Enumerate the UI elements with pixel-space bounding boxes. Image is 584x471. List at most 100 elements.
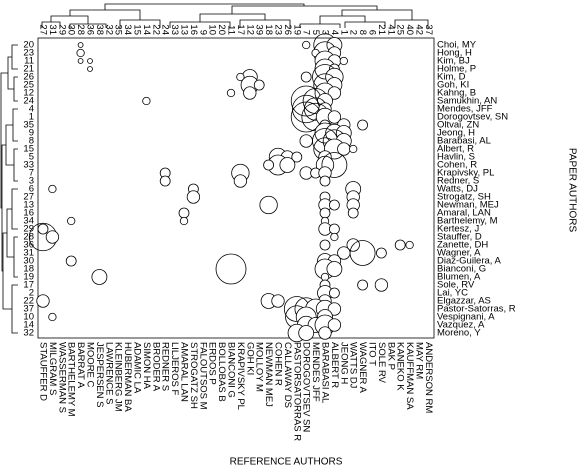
bubble (321, 152, 348, 178)
column-id: 38 (94, 24, 105, 35)
column-id: 33 (169, 24, 180, 35)
column-id: 22 (150, 24, 161, 35)
column-id: 26 (282, 24, 293, 35)
column-id: 40 (404, 24, 415, 35)
row-label: Diaz-Guilera, A (437, 256, 502, 267)
bubble (77, 58, 84, 64)
row-id: 9 (29, 128, 34, 139)
column-id: 32 (103, 24, 114, 35)
row-id: 21 (23, 64, 34, 75)
bubble (328, 199, 340, 211)
column-label: LAWRENCE S (103, 342, 114, 404)
row-id: 15 (23, 144, 34, 155)
row-id: 28 (23, 232, 34, 243)
column-id: 23 (272, 24, 283, 35)
row-label: Bianconi, G (437, 264, 486, 275)
column-label: BARABASI AL (319, 342, 330, 403)
row-label: Moreno, Y (437, 328, 481, 339)
bubble (319, 175, 331, 187)
row-label: Krapivsky, PL (437, 168, 494, 179)
row-label: Oltvai, ZN (437, 120, 479, 131)
row-id: 4 (29, 104, 34, 115)
row-id: 6 (29, 184, 34, 195)
column-label: STROGATZ SH (188, 342, 199, 409)
bubble (45, 230, 60, 244)
row-label: Newman, MEJ (437, 200, 499, 211)
column-id: 35 (113, 24, 124, 35)
row-label: Stauffer, D (437, 232, 482, 243)
column-id: 17 (235, 24, 246, 35)
row-id: 17 (23, 280, 34, 291)
row-id: 16 (23, 208, 34, 219)
bubble (326, 261, 343, 277)
row-label: Cohen, R (437, 160, 477, 171)
column-id: 4 (329, 30, 340, 35)
row-label: Barabasi, AL (437, 136, 491, 147)
row-label: Jeong, H (437, 128, 475, 139)
row-id: 35 (23, 120, 34, 131)
row-id: 19 (23, 272, 34, 283)
column-label: LILJEROS F (169, 342, 180, 396)
column-label: ANDERSON RM (423, 342, 434, 413)
column-id: 36 (84, 24, 95, 35)
bubble (142, 96, 151, 106)
row-label: Mendes, JFF (437, 104, 493, 115)
row-id: 5 (29, 152, 34, 163)
bubble (159, 175, 171, 187)
bubble (374, 278, 389, 292)
row-label: Samukhin, AN (437, 96, 497, 107)
row-label: Wagner, A (437, 248, 481, 259)
row-label: Dorogovtsev, SN (437, 112, 508, 123)
row-id: 18 (23, 264, 34, 275)
bubble (327, 302, 342, 316)
row-label: Vazquez, A (437, 320, 485, 331)
column-label: KLEINBERG JM (113, 342, 124, 412)
column-label: MOORE C (84, 342, 95, 388)
column-id: 3 (319, 30, 330, 35)
row-label: Lai, YC (437, 288, 468, 299)
bubble (226, 88, 236, 98)
row-id: 27 (23, 192, 34, 203)
row-id: 3 (29, 176, 34, 187)
column-id: 34 (122, 24, 133, 35)
row-id: 11 (24, 56, 34, 67)
column-id: 8 (357, 30, 368, 35)
row-id: 29 (23, 224, 34, 235)
column-id: 7 (301, 30, 312, 35)
bubble (36, 294, 50, 308)
column-id: 39 (254, 24, 265, 35)
bubble (298, 325, 315, 341)
column-id: 29 (56, 24, 67, 35)
bubble (215, 253, 247, 285)
column-id: 2 (348, 30, 359, 35)
column-id: 1 (338, 30, 349, 35)
column-label: KAUFFMAN SA (404, 342, 415, 410)
column-id: 41 (385, 24, 396, 35)
column-label: WASSERMAN S (56, 342, 67, 413)
row-id: 32 (23, 328, 34, 339)
row-label: Sole, RV (437, 280, 475, 291)
column-label: AMARAL LAN (178, 342, 189, 402)
column-id: 9 (197, 30, 208, 35)
bubble (357, 119, 369, 131)
column-id: 6 (366, 30, 377, 35)
bubble (186, 190, 201, 204)
row-label: Kim, BJ (437, 56, 470, 67)
column-label: BARTHELEMY M (66, 342, 77, 417)
column-id: 20 (216, 24, 227, 35)
column-label: COHEN R (272, 342, 283, 386)
column-label: SIMON HA (141, 342, 152, 390)
bubble (339, 56, 348, 66)
bubble (179, 216, 189, 226)
column-id: 21 (376, 24, 387, 35)
row-label: Pastor-Satorras, R (437, 304, 516, 315)
bubble (87, 58, 93, 64)
row-id: 14 (23, 320, 34, 331)
column-label: CALLAWAY DS (282, 342, 293, 408)
row-label: Barthelemy, M (437, 216, 498, 227)
bubble (67, 216, 76, 226)
column-label: BARRAT A (75, 342, 86, 389)
column-label: MENDES JFF (310, 342, 321, 402)
bubble (263, 159, 275, 171)
bubble (394, 239, 406, 251)
